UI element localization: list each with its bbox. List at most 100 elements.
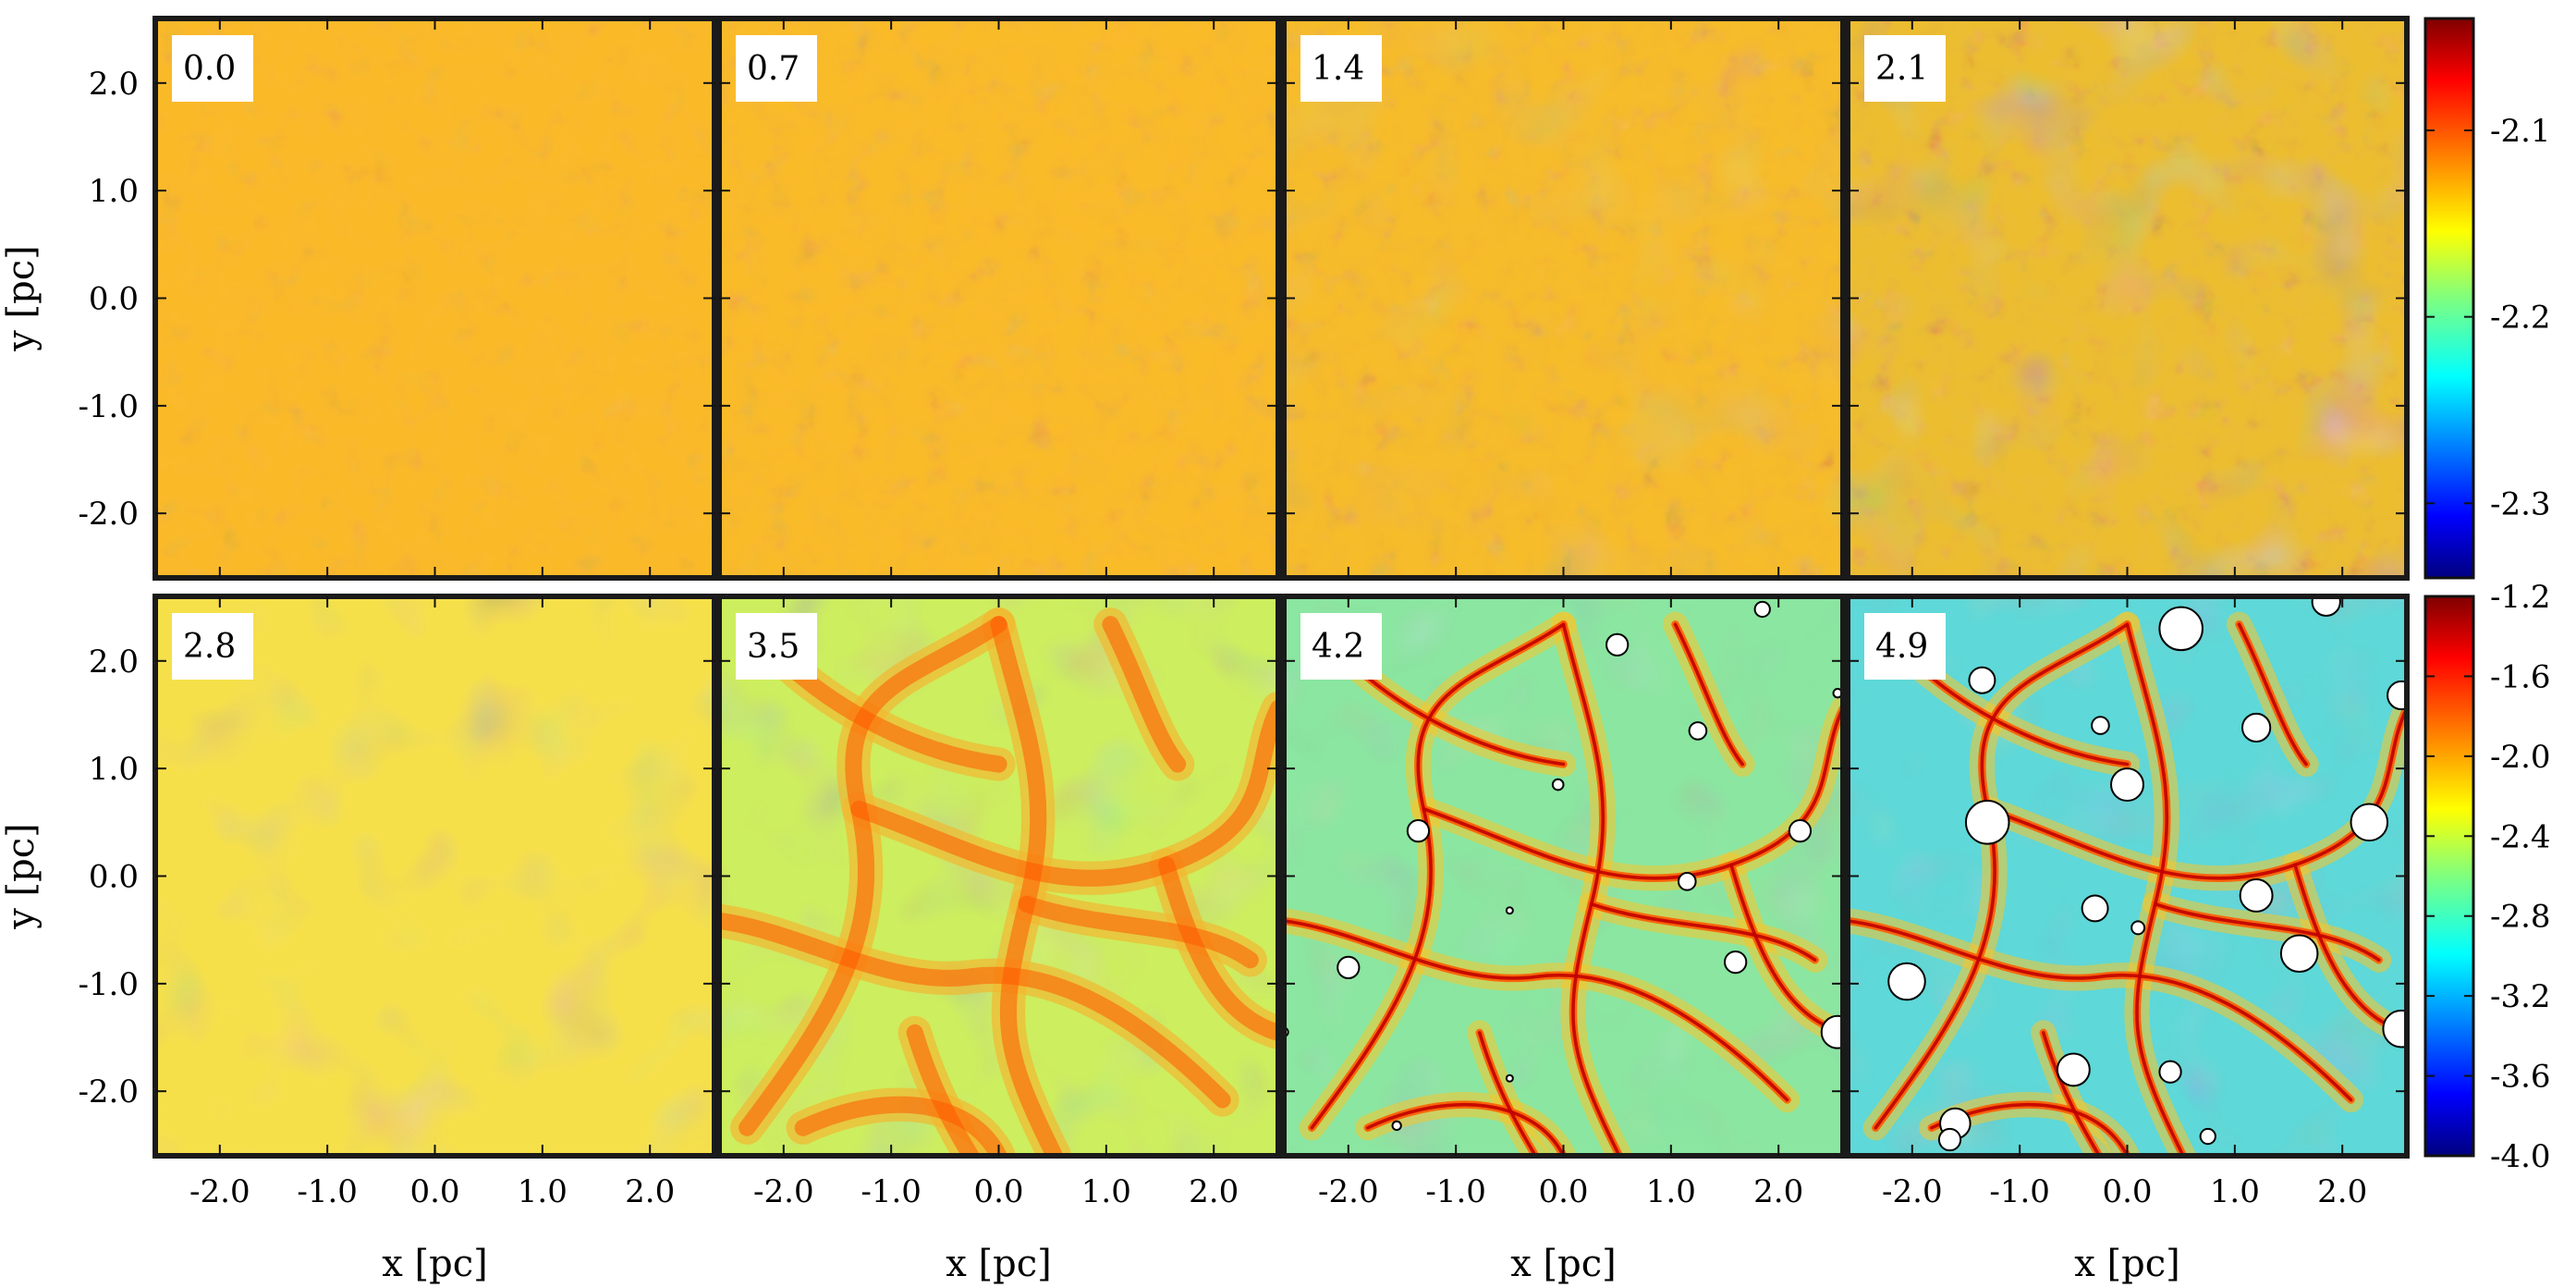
colorbar-tick-label: -1.6 (2490, 658, 2551, 695)
sink-particle (1724, 950, 1748, 975)
x-tick-label: -1.0 (1989, 1173, 2050, 1210)
sink-particle (2240, 712, 2272, 743)
x-axis-label: x [pc] (1510, 1243, 1617, 1285)
y-axis-label: y [pc] (0, 823, 43, 930)
y-tick-label: -2.0 (78, 1073, 139, 1110)
colorbar: -1.2 -1.6 -2.0 -2.4 -2.8 -3.2 -3.6 -4.0 (2423, 579, 2551, 1175)
sink-particle (2056, 1052, 2091, 1087)
x-tick-label: 1.0 (518, 1173, 568, 1210)
colorbar-tick-label: -2.2 (2490, 300, 2551, 337)
y-tick-label: 1.0 (89, 173, 139, 210)
time-label: 4.2 (1312, 628, 1364, 666)
time-label-box (1300, 35, 1382, 102)
sink-particle (2130, 920, 2146, 936)
y-tick-label: 0.0 (89, 281, 139, 318)
colorbar-tick-label: -2.4 (2490, 818, 2551, 855)
sink-particle (1337, 955, 1361, 980)
colorbar-frame (2423, 17, 2475, 580)
sink-particle (2158, 1060, 2182, 1084)
sink-particle (1505, 906, 1514, 915)
sink-particle (1677, 872, 1697, 891)
x-axis-label: x [pc] (382, 1243, 488, 1285)
colorbar-gradient (2425, 18, 2473, 578)
x-tick-label: 0.0 (2102, 1173, 2152, 1210)
x-tick-label: 0.0 (409, 1173, 459, 1210)
sink-particle (2091, 716, 2110, 735)
x-tick-label: -2.0 (753, 1173, 814, 1210)
time-label: 4.9 (1875, 628, 1928, 666)
time-label-box (1864, 35, 1946, 102)
sink-particle (1937, 1127, 1962, 1152)
sink-particle (2110, 767, 2144, 803)
x-tick-label: -2.0 (189, 1173, 250, 1210)
sink-particle (2382, 1009, 2407, 1049)
x-tick-label: -1.0 (1425, 1173, 1486, 1210)
x-tick-label: 2.0 (1189, 1173, 1239, 1210)
y-axis-label: y [pc] (0, 245, 43, 352)
x-tick-label: 1.0 (1646, 1173, 1696, 1210)
sink-particle (1391, 1120, 1402, 1132)
sink-particle (2279, 934, 2319, 974)
sink-particle (1820, 1014, 1843, 1049)
heatmap-panel: 2.8 (153, 594, 717, 1159)
sink-particle (2199, 1127, 2216, 1146)
sink-particle (2387, 680, 2407, 711)
heatmap-panel: 1.4 (1281, 16, 1846, 581)
time-label: 1.4 (1312, 50, 1364, 88)
time-label: 0.7 (747, 50, 800, 88)
heatmap-panel: 4.9 (1845, 594, 2410, 1159)
y-tick-label: -1.0 (78, 388, 139, 425)
x-tick-label: -2.0 (1882, 1173, 1943, 1210)
x-tick-label: 0.0 (1538, 1173, 1588, 1210)
colorbar-tick-label: -2.3 (2490, 485, 2551, 522)
colorbar-tick-label: -3.6 (2490, 1059, 2551, 1096)
x-tick-label: -1.0 (297, 1173, 358, 1210)
colorbar: -2.1 -2.2 -2.3 (2423, 17, 2551, 580)
sink-particle (1968, 666, 1996, 694)
colorbar-tick-label: -3.2 (2490, 978, 2551, 1015)
time-label: 2.8 (183, 628, 236, 666)
sink-particle (1605, 632, 1630, 656)
heatmap-panel: 0.0 (153, 16, 717, 581)
sink-particle (1688, 721, 1708, 741)
time-label: 3.5 (747, 628, 800, 666)
time-label-box (736, 613, 817, 680)
sink-particle (2158, 606, 2204, 652)
sink-particle (1788, 819, 1813, 843)
y-tick-label: 0.0 (89, 859, 139, 896)
y-tick-label: -2.0 (78, 496, 139, 533)
x-axis-label: x [pc] (2074, 1243, 2180, 1285)
heatmap-panel: 4.2 (1281, 594, 1846, 1159)
colorbar-tick-label: -1.2 (2490, 579, 2551, 616)
x-tick-label: 0.0 (973, 1173, 1023, 1210)
colorbar-frame (2423, 595, 2475, 1158)
time-label-box (736, 35, 817, 102)
time-label: 0.0 (183, 50, 236, 88)
x-tick-label: -1.0 (861, 1173, 922, 1210)
heatmap-panel: 3.5 (716, 594, 1281, 1159)
x-tick-label: 2.0 (625, 1173, 675, 1210)
sink-particle (2350, 803, 2389, 842)
colorbar-gradient (2425, 596, 2473, 1156)
x-tick-label: 1.0 (2210, 1173, 2260, 1210)
heatmap-panel: 2.1 (1845, 16, 2410, 581)
time-label-box (172, 35, 253, 102)
time-label: 2.1 (1875, 50, 1928, 88)
sink-particle (1406, 819, 1431, 843)
colorbar-tick-label: -2.1 (2490, 113, 2551, 150)
sink-particle (1551, 778, 1565, 791)
sink-particle (2311, 596, 2341, 617)
colorbar-tick-label: -2.0 (2490, 739, 2551, 776)
heatmap-panel: 0.7 (716, 16, 1281, 581)
sink-particle (1964, 800, 2010, 845)
time-label-box (1300, 613, 1382, 680)
y-tick-label: 2.0 (89, 66, 139, 103)
sink-particle (2081, 894, 2109, 923)
x-tick-label: 2.0 (1753, 1173, 1803, 1210)
x-tick-label: 2.0 (2317, 1173, 2367, 1210)
y-tick-label: 2.0 (89, 644, 139, 681)
x-axis-label: x [pc] (946, 1243, 1052, 1285)
sink-particle (1753, 600, 1771, 619)
sink-particle (1505, 1073, 1514, 1083)
